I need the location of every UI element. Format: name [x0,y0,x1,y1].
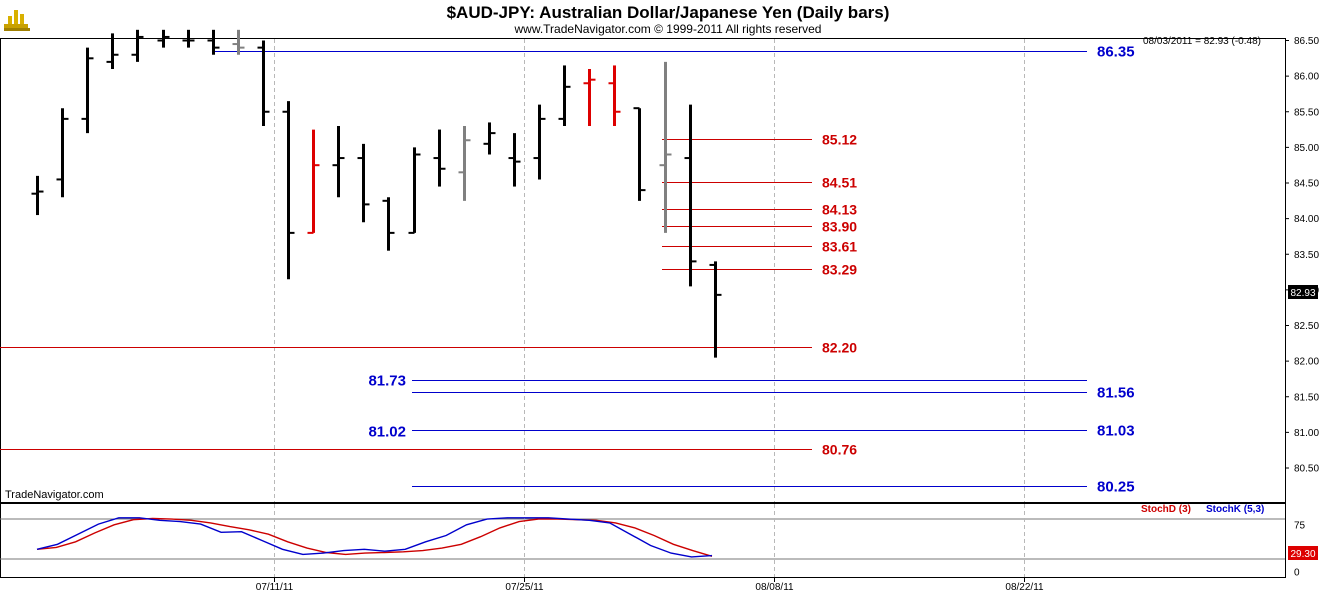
level-label: 82.20 [822,340,857,356]
price-bar [608,65,621,126]
level-label: 81.03 [1097,423,1135,440]
price-axis-tick-label: 82.50 [1294,321,1319,332]
price-bar [332,126,345,198]
price-bar [106,33,119,69]
price-bar [684,104,697,287]
price-bars [31,29,722,358]
price-bar [458,126,471,201]
date-axis-tick-label: 07/11/11 [256,582,294,593]
price-bar [483,122,496,155]
price-axis-tick-label: 85.50 [1294,107,1319,118]
stochastic-panel [0,503,1286,578]
price-axis-tick-label: 81.50 [1294,392,1319,403]
price-panel-frame [0,38,1286,503]
price-axis-tick-label: 84.50 [1294,179,1319,190]
price-bar [31,175,44,216]
level-label: 83.61 [822,239,857,255]
price-axis[interactable]: 86.5086.0085.5085.0084.5084.0083.5083.00… [1285,36,1319,502]
price-bar [408,147,421,234]
price-bar [56,108,69,198]
level-label: 80.76 [822,442,857,458]
trade-navigator-logo-icon [4,10,30,31]
copyright-text: www.TradeNavigator.com © 1999-2011 All r… [514,22,822,36]
level-label: 84.13 [822,202,857,218]
level-label: 83.29 [822,262,857,278]
price-bar [182,29,195,48]
last-price-label: 82.93 [1290,288,1315,299]
stoch-axis-tick-label: 0 [1294,568,1300,579]
price-bar [257,40,270,126]
brand-text: TradeNavigator.com [5,489,104,501]
price-bar [81,47,94,134]
price-axis-tick-label: 81.00 [1294,428,1319,439]
level-label: 84.51 [822,175,857,191]
stochd-legend: StochD (3) [1141,504,1191,515]
level-label: 81.02 [368,424,406,441]
price-bar [157,29,170,48]
date-axis-tick-label: 08/08/11 [755,582,794,593]
price-bar [357,143,370,223]
stoch-lines [36,517,713,558]
level-label: 83.90 [822,219,857,235]
stoch-axis: 75 0 [1285,504,1306,579]
price-axis-tick-label: 83.50 [1294,250,1319,261]
date-axis: 07/11/11 07/25/11 08/08/11 08/22/11 [256,578,1044,593]
price-vertical-grid [274,39,1025,502]
level-label: 81.56 [1097,385,1135,402]
status-readout: 08/03/2011 = 82.93 (-0.48) [1143,36,1261,47]
stoch-last-tag: 29.30 [1288,546,1318,560]
price-bar [633,107,646,201]
price-bar [508,133,521,187]
stoch-series-line [36,517,713,558]
price-bar [131,29,144,62]
stoch-vertical-grid [274,504,1025,577]
level-label: 86.35 [1097,44,1135,61]
price-bar [232,29,245,55]
price-bar [307,129,320,234]
price-bar [207,29,220,55]
level-label: 80.25 [1097,479,1135,496]
level-label: 81.73 [368,373,406,390]
price-bar [382,197,395,251]
level-label: 85.12 [822,132,857,148]
price-bar [659,61,672,233]
date-axis-tick-label: 08/22/11 [1005,582,1044,593]
price-axis-tick-label: 86.50 [1294,36,1319,47]
date-axis-tick-label: 07/25/11 [505,582,544,593]
price-axis-tick-label: 86.00 [1294,72,1319,83]
price-bar [709,261,722,358]
stochk-legend: StochK (5,3) [1206,504,1264,515]
stoch-last-label: 29.30 [1290,549,1315,560]
price-bar [433,129,446,187]
chart-title: $AUD-JPY: Australian Dollar/Japanese Yen… [447,3,890,22]
price-axis-tick-label: 80.50 [1294,464,1319,475]
price-axis-tick-label: 84.00 [1294,214,1319,225]
price-bar [533,104,546,180]
stoch-axis-tick-label: 75 [1294,520,1306,531]
price-axis-tick-label: 82.00 [1294,357,1319,368]
price-bar [583,69,596,126]
price-axis-tick-label: 85.00 [1294,143,1319,154]
last-price-tag: 82.93 [1288,285,1318,299]
price-bar [282,101,295,280]
price-bar [558,65,571,126]
